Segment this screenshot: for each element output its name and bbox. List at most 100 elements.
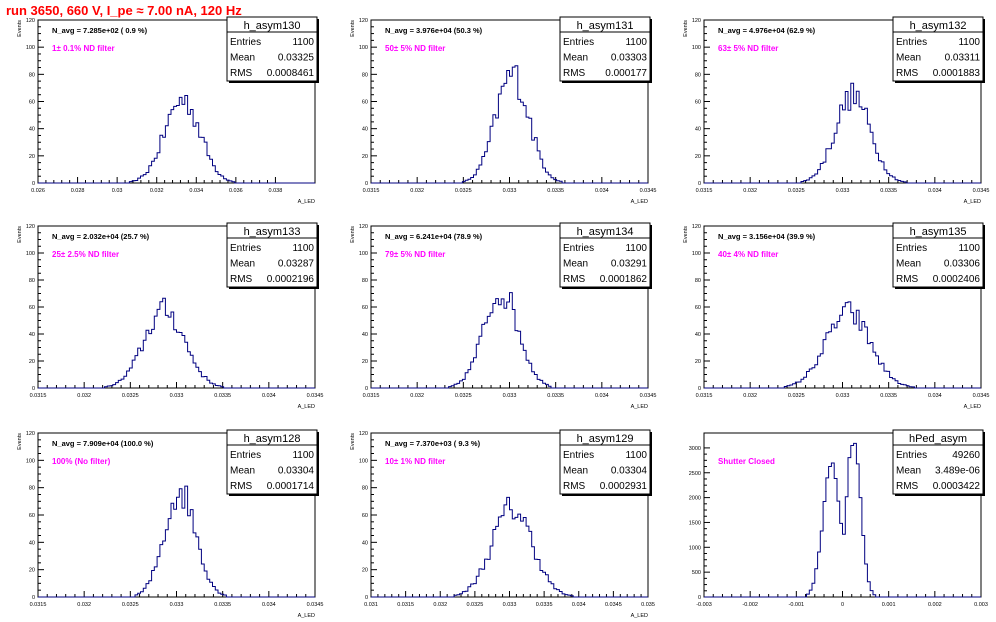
y-tick-label: 100	[359, 45, 368, 51]
y-tick-label: 0	[698, 181, 701, 187]
x-axis-title: A_LED	[631, 613, 648, 619]
y-tick-label: 40	[29, 540, 35, 546]
stats-box	[226, 222, 318, 288]
x-tick-label: 0.032	[410, 393, 424, 399]
y-tick-label: 0	[365, 386, 368, 392]
histogram-name: h_asym130	[244, 20, 301, 32]
y-tick-label: 100	[26, 251, 35, 257]
x-tick-label: -0.003	[696, 602, 712, 608]
stats-value-rms: 0.0003422	[933, 481, 981, 492]
y-tick-label: 1500	[689, 520, 701, 526]
y-tick-label: 100	[359, 251, 368, 257]
navg-label: N_avg = 3.976e+04 (50.3 %)	[385, 26, 483, 35]
x-tick-label: 0.032	[77, 393, 91, 399]
filter-label: 63± 5% ND filter	[718, 44, 778, 53]
y-tick-label: 100	[26, 458, 35, 464]
stats-value-rms: 0.0008461	[267, 68, 315, 79]
x-tick-label: 0.0345	[640, 393, 657, 399]
y-tick-label: 20	[362, 568, 368, 574]
histogram-line	[38, 485, 315, 598]
stats-label-mean: Mean	[896, 259, 921, 270]
x-tick-label: 0.003	[974, 602, 988, 608]
y-tick-label: 1000	[689, 545, 701, 551]
stats-value-mean: 0.03304	[611, 466, 648, 477]
stats-label-mean: Mean	[230, 466, 255, 477]
x-tick-label: 0.0325	[122, 393, 139, 399]
y-tick-label: 100	[26, 45, 35, 51]
stats-label-mean: Mean	[563, 259, 588, 270]
y-tick-label: 80	[695, 278, 701, 284]
x-tick-label: 0.0315	[696, 393, 713, 399]
stats-value-mean: 0.03304	[278, 466, 315, 477]
y-tick-label: 100	[692, 45, 701, 51]
histogram-panel-h_asym128: 0 20 40 60 80 100 120 0.0315 0.032 0.0325 0.033 0.0…	[17, 429, 324, 619]
y-tick-label: 0	[365, 181, 368, 187]
x-tick-label: 0.032	[433, 602, 447, 608]
y-tick-label: 40	[362, 332, 368, 338]
x-tick-label: 0.0345	[307, 602, 324, 608]
x-tick-label: 0.0325	[788, 393, 805, 399]
x-tick-label: 0.001	[882, 602, 896, 608]
x-tick-label: 0.0335	[880, 188, 897, 194]
stats-label-rms: RMS	[563, 68, 586, 79]
stats-box	[892, 16, 984, 82]
histogram-panel-h_asym130: 0 20 40 60 80 100 120 0.026 0.028 0.03 0.032 0.034 0…	[17, 16, 319, 205]
x-tick-label: 0.034	[262, 393, 276, 399]
y-axis-title: Events	[350, 226, 356, 243]
stats-label-entries: Entries	[230, 243, 261, 254]
x-tick-label: 0.036	[229, 188, 243, 194]
x-tick-label: 0.0315	[30, 393, 47, 399]
y-tick-label: 0	[32, 181, 35, 187]
stats-value-entries: 1100	[958, 243, 980, 254]
x-axis-title: A_LED	[631, 404, 648, 410]
histogram-panel-h_asym134: 0 20 40 60 80 100 120 0.0315 0.032 0.0325 0.033 0.0…	[350, 222, 657, 410]
y-tick-label: 120	[26, 18, 35, 24]
x-tick-label: 0.0345	[605, 602, 622, 608]
y-tick-label: 40	[29, 127, 35, 133]
histogram-name: h_asym135	[910, 226, 967, 238]
y-tick-label: 60	[29, 513, 35, 519]
histogram-line	[38, 95, 315, 184]
histogram-panel-h_asym129: 0 20 40 60 80 100 120 0.031 0.0315 0.032 0.0325 0.0…	[350, 429, 655, 619]
navg-label: N_avg = 7.285e+02 ( 0.9 %)	[52, 26, 148, 35]
histogram-name: hPed_asym	[909, 433, 967, 445]
stats-value-rms: 0.0002931	[600, 481, 648, 492]
stats-value-mean: 0.03291	[611, 259, 648, 270]
stats-box	[226, 16, 318, 82]
stats-value-entries: 1100	[958, 37, 980, 48]
y-tick-label: 80	[29, 486, 35, 492]
x-tick-label: 0.032	[743, 188, 757, 194]
filter-label: 1± 0.1% ND filter	[52, 44, 115, 53]
stats-box	[559, 16, 651, 82]
x-tick-label: 0.034	[928, 188, 942, 194]
x-tick-label: 0.0315	[696, 188, 713, 194]
x-tick-label: 0.034	[595, 393, 609, 399]
navg-label: N_avg = 2.032e+04 (25.7 %)	[52, 232, 150, 241]
stats-value-mean: 0.03311	[945, 53, 981, 64]
y-tick-label: 120	[359, 224, 368, 230]
x-tick-label: 0.0325	[455, 188, 472, 194]
stats-value-mean: 0.03303	[611, 53, 648, 64]
x-tick-label: 0.0325	[455, 393, 472, 399]
x-tick-label: 0.0325	[788, 188, 805, 194]
histogram-line	[704, 301, 981, 389]
x-tick-label: 0.028	[71, 188, 85, 194]
stats-label-mean: Mean	[563, 466, 588, 477]
y-tick-label: 80	[695, 72, 701, 78]
y-axis-title: Events	[17, 433, 23, 450]
x-tick-label: 0.033	[836, 393, 850, 399]
x-tick-label: 0.0335	[880, 393, 897, 399]
y-tick-label: 60	[29, 100, 35, 106]
x-tick-label: 0.032	[77, 602, 91, 608]
y-axis-title: Events	[350, 20, 356, 37]
stats-box	[892, 429, 984, 495]
x-tick-label: 0.0335	[214, 393, 231, 399]
y-tick-label: 60	[695, 100, 701, 106]
y-tick-label: 80	[29, 72, 35, 78]
y-tick-label: 60	[695, 305, 701, 311]
stats-label-rms: RMS	[230, 274, 253, 285]
stats-label-mean: Mean	[230, 259, 255, 270]
filter-label: 25± 2.5% ND filter	[52, 250, 119, 259]
x-tick-label: 0.0325	[466, 602, 483, 608]
x-tick-label: 0.033	[836, 188, 850, 194]
